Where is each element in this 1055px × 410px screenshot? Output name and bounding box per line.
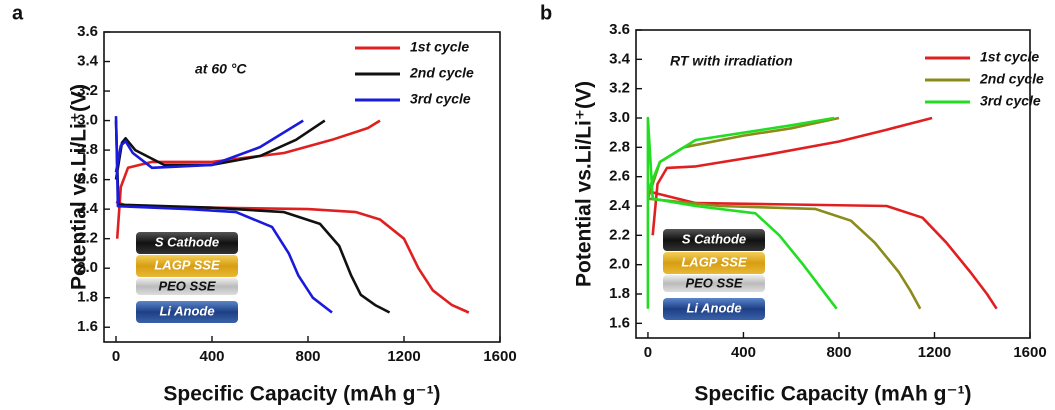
y-tick-label: 2.6 [77, 171, 98, 188]
y-tick-label: 2.4 [77, 200, 99, 217]
x-axis-label: Specific Capacity (mAh g⁻¹) [163, 383, 440, 406]
y-tick-label: 2.0 [77, 259, 98, 276]
layer-label: LAGP SSE [154, 257, 220, 272]
layer-label: PEO SSE [685, 275, 742, 290]
layer-block [136, 232, 238, 254]
series-line [647, 116, 998, 310]
plot-frame [103, 31, 501, 343]
y-tick-label: 2.8 [609, 138, 630, 155]
y-tick-label: 3.6 [77, 23, 98, 40]
x-tick-label: 1600 [483, 348, 516, 365]
y-tick-label: 3.0 [609, 109, 630, 126]
layer-block [136, 278, 238, 295]
y-tick-label: 2.2 [609, 226, 630, 243]
y-tick-label: 3.2 [609, 80, 630, 97]
y-tick-label: 2.2 [77, 230, 98, 247]
legend-label: 2nd cycle [409, 65, 474, 81]
layer-label: S Cathode [155, 234, 219, 249]
series-line [114, 119, 391, 314]
layer-label: PEO SSE [158, 278, 215, 293]
legend-label: 3rd cycle [410, 91, 471, 107]
y-tick-label: 3.4 [609, 50, 631, 67]
y-tick-label: 2.8 [77, 141, 98, 158]
layer-block [663, 252, 765, 274]
layer-block [136, 301, 238, 323]
legend-label: 3rd cycle [980, 93, 1041, 109]
layer-label: Li Anode [159, 303, 214, 318]
panel-label: b [540, 2, 552, 24]
y-tick-label: 3.4 [77, 52, 99, 69]
layer-label: LAGP SSE [681, 254, 747, 269]
x-tick-label: 1200 [918, 344, 951, 361]
x-tick-label: 1200 [387, 348, 420, 365]
y-tick-label: 2.6 [609, 168, 630, 185]
layer-label: Li Anode [686, 300, 741, 315]
x-tick-label: 800 [826, 344, 851, 361]
series-line [114, 116, 333, 314]
y-axis-label: Potential vs.Li/Li⁺(V) [68, 84, 91, 290]
series-line [646, 116, 838, 310]
y-tick-label: 1.6 [77, 318, 98, 335]
x-tick-label: 400 [199, 348, 224, 365]
layer-block [663, 275, 765, 292]
x-tick-label: 0 [112, 348, 120, 365]
legend-label: 1st cycle [410, 39, 469, 55]
plot-frame [635, 29, 1031, 339]
y-tick-label: 3.2 [77, 82, 98, 99]
layer-block [663, 229, 765, 251]
x-tick-label: 400 [731, 344, 756, 361]
x-tick-label: 800 [295, 348, 320, 365]
layer-block [663, 298, 765, 320]
layer-block [136, 255, 238, 277]
x-axis-label: Specific Capacity (mAh g⁻¹) [694, 383, 971, 406]
y-axis-label: Potential vs.Li/Li⁺(V) [573, 81, 596, 287]
y-tick-label: 3.6 [609, 21, 630, 38]
legend-label: 2nd cycle [979, 71, 1044, 87]
annotation: RT with irradiation [670, 53, 793, 69]
y-tick-label: 1.8 [609, 285, 630, 302]
annotation: at 60 °C [195, 61, 247, 77]
layer-label: S Cathode [682, 231, 746, 246]
x-tick-label: 1600 [1013, 344, 1046, 361]
y-tick-label: 3.0 [77, 112, 98, 129]
x-tick-label: 0 [644, 344, 652, 361]
y-tick-label: 2.4 [609, 197, 631, 214]
y-tick-label: 1.8 [77, 289, 98, 306]
y-tick-label: 2.0 [609, 256, 630, 273]
legend-label: 1st cycle [980, 49, 1039, 65]
panel-label: a [12, 2, 24, 24]
y-tick-label: 1.6 [609, 314, 630, 331]
